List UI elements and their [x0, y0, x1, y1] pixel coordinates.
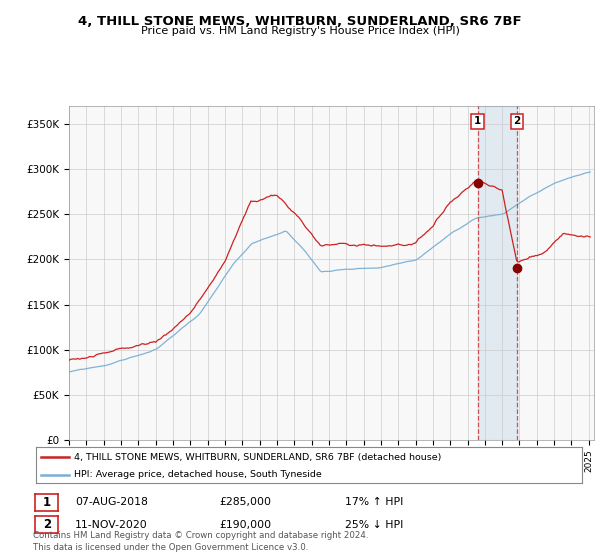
Text: 07-AUG-2018: 07-AUG-2018 [75, 497, 148, 507]
Text: HPI: Average price, detached house, South Tyneside: HPI: Average price, detached house, Sout… [74, 470, 322, 479]
Text: 25% ↓ HPI: 25% ↓ HPI [345, 520, 403, 530]
Text: 1: 1 [474, 116, 481, 127]
Text: Price paid vs. HM Land Registry's House Price Index (HPI): Price paid vs. HM Land Registry's House … [140, 26, 460, 36]
Text: £190,000: £190,000 [219, 520, 271, 530]
Bar [478, 106, 517, 440]
Text: 11-NOV-2020: 11-NOV-2020 [75, 520, 148, 530]
Text: Contains HM Land Registry data © Crown copyright and database right 2024.
This d: Contains HM Land Registry data © Crown c… [33, 531, 368, 552]
Text: 4, THILL STONE MEWS, WHITBURN, SUNDERLAND, SR6 7BF: 4, THILL STONE MEWS, WHITBURN, SUNDERLAN… [78, 15, 522, 28]
Text: £285,000: £285,000 [219, 497, 271, 507]
Text: 1: 1 [43, 496, 51, 509]
Text: 4, THILL STONE MEWS, WHITBURN, SUNDERLAND, SR6 7BF (detached house): 4, THILL STONE MEWS, WHITBURN, SUNDERLAN… [74, 453, 442, 462]
Text: 2: 2 [43, 518, 51, 531]
Text: 2: 2 [514, 116, 521, 127]
Text: 17% ↑ HPI: 17% ↑ HPI [345, 497, 403, 507]
